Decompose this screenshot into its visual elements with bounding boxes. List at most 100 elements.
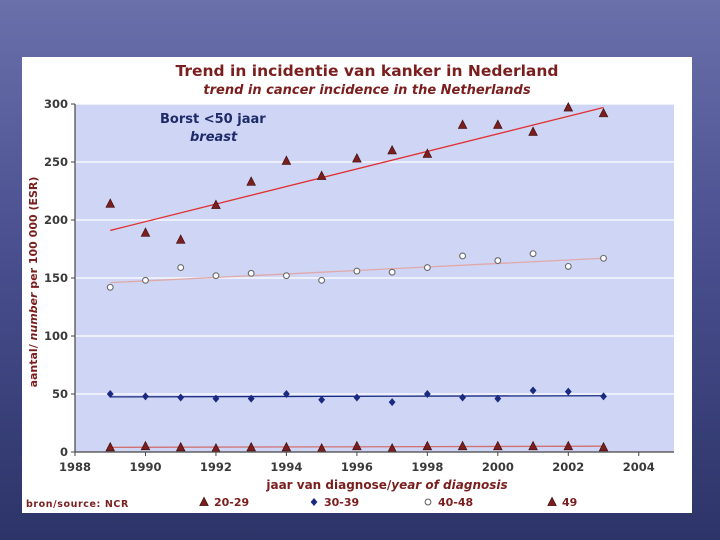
point-30-39-1990 — [142, 392, 149, 401]
legend-marker-49 — [547, 496, 557, 506]
gridlines — [71, 103, 674, 456]
chart-subtitle: trend in cancer incidence in the Netherl… — [203, 83, 530, 98]
point-49-1992 — [211, 199, 221, 209]
chart-slide: Trend in incidentie van kanker in Nederl… — [22, 57, 692, 513]
point-30-39-1999 — [459, 393, 466, 402]
y-axis-label-part2: number — [27, 292, 40, 340]
x-tick-1996: 1996 — [341, 460, 373, 474]
point-30-39-2003 — [600, 392, 607, 401]
point-49-1989 — [105, 198, 116, 208]
y-tick-100: 100 — [44, 329, 68, 343]
annotation-line1: Borst <50 jaar — [160, 112, 266, 127]
point-49-2003 — [598, 107, 609, 118]
y-tick-300: 300 — [44, 97, 68, 111]
point-20-29-2000 — [493, 440, 503, 451]
point-49-1991 — [175, 234, 186, 244]
point-40-48-2003 — [600, 254, 607, 262]
point-40-48-1991 — [177, 264, 185, 272]
point-30-39-1997 — [388, 398, 396, 407]
chart: Trend in incidentie van kanker in Nederl… — [26, 62, 674, 510]
point-40-48-1989 — [106, 283, 114, 291]
point-30-39-2002 — [564, 387, 572, 396]
x-tick-2004: 2004 — [623, 460, 655, 474]
source-note: bron/source: NCR — [26, 499, 129, 510]
point-30-39-2001 — [529, 386, 537, 395]
point-30-39-1995 — [318, 395, 326, 404]
data-points — [105, 102, 609, 453]
legend-item-49: 49 — [547, 496, 577, 509]
legend-marker-20-29 — [199, 496, 209, 506]
point-49-1997 — [387, 144, 397, 155]
legend-label-49: 49 — [562, 496, 577, 509]
point-49-1994 — [281, 155, 292, 165]
y-tick-labels: 0 50 100 150 200 250 300 — [44, 97, 68, 459]
x-tick-1988: 1988 — [59, 460, 91, 474]
point-40-48-2002 — [564, 262, 572, 270]
point-40-48-1999 — [459, 252, 467, 260]
point-49-1993 — [246, 176, 256, 186]
point-30-39-2000 — [494, 394, 502, 403]
point-20-29-2001 — [528, 440, 538, 451]
legend-label-40-48: 40-48 — [438, 496, 473, 509]
legend-item-30-39: 30-39 — [310, 496, 359, 509]
point-20-29-1999 — [457, 440, 468, 451]
x-tick-2000: 2000 — [482, 460, 514, 474]
point-20-29-1996 — [352, 440, 362, 451]
point-40-48-1990 — [142, 276, 149, 284]
point-40-48-2001 — [529, 250, 537, 258]
chart-title: Trend in incidentie van kanker in Nederl… — [175, 62, 558, 80]
point-40-48-1993 — [247, 269, 255, 277]
point-30-39-1989 — [106, 390, 114, 398]
point-20-29-1989 — [105, 441, 116, 452]
x-tick-1990: 1990 — [129, 460, 161, 474]
point-49-1990 — [140, 227, 151, 237]
y-axis-label: aantal/ number per 100 000 (ESR) — [27, 177, 40, 388]
point-40-48-1998 — [423, 264, 431, 272]
point-20-29-1994 — [281, 441, 292, 452]
point-49-2002 — [563, 102, 574, 112]
y-tick-250: 250 — [44, 155, 68, 169]
point-40-48-2000 — [494, 257, 502, 265]
legend-label-20-29: 20-29 — [214, 496, 249, 509]
point-20-29-1998 — [422, 440, 433, 451]
point-40-48-1992 — [212, 272, 220, 280]
y-tick-200: 200 — [44, 213, 68, 227]
point-40-48-1994 — [282, 272, 290, 280]
point-30-39-1991 — [177, 393, 185, 402]
point-49-1996 — [352, 153, 362, 163]
axes — [74, 104, 674, 453]
point-20-29-1991 — [175, 441, 186, 452]
point-40-48-1997 — [388, 268, 396, 276]
x-axis-label-nl: jaar van diagnose/ — [265, 478, 392, 492]
point-49-2000 — [493, 119, 503, 129]
y-axis-label-part1: aantal/ — [27, 340, 40, 387]
legend-marker-40-48 — [424, 498, 432, 506]
x-tick-1998: 1998 — [411, 460, 443, 474]
x-tick-1992: 1992 — [200, 460, 232, 474]
point-20-29-2002 — [563, 440, 574, 451]
legend-item-40-48: 40-48 — [424, 496, 473, 509]
x-tick-1994: 1994 — [270, 460, 302, 474]
annotation-line2: breast — [190, 130, 238, 145]
x-tick-2002: 2002 — [552, 460, 584, 474]
point-49-2001 — [528, 126, 538, 136]
point-20-29-2003 — [598, 441, 609, 452]
legend: 20-29 30-39 40-48 49 — [199, 496, 577, 509]
point-30-39-1994 — [283, 390, 290, 398]
legend-item-20-29: 20-29 — [199, 496, 249, 509]
y-tick-50: 50 — [52, 387, 68, 401]
legend-marker-30-39 — [310, 498, 318, 506]
y-axis-label-part3: per 100 000 (ESR) — [27, 177, 40, 293]
point-40-48-1996 — [353, 267, 361, 275]
x-axis-label: jaar van diagnose/year of diagnosis — [265, 478, 507, 492]
point-40-48-1995 — [318, 276, 326, 284]
trend-line-49 — [110, 106, 604, 232]
point-49-1995 — [316, 170, 327, 180]
point-30-39-1998 — [423, 390, 431, 398]
x-tick-labels: 1988 1990 1992 1994 1996 1998 2000 2002 2004 — [59, 460, 655, 474]
x-axis-label-en: year of diagnosis — [391, 478, 507, 492]
point-20-29-1990 — [140, 440, 151, 451]
point-30-39-1993 — [247, 394, 255, 403]
point-49-1998 — [422, 148, 433, 158]
legend-label-30-39: 30-39 — [324, 496, 359, 509]
